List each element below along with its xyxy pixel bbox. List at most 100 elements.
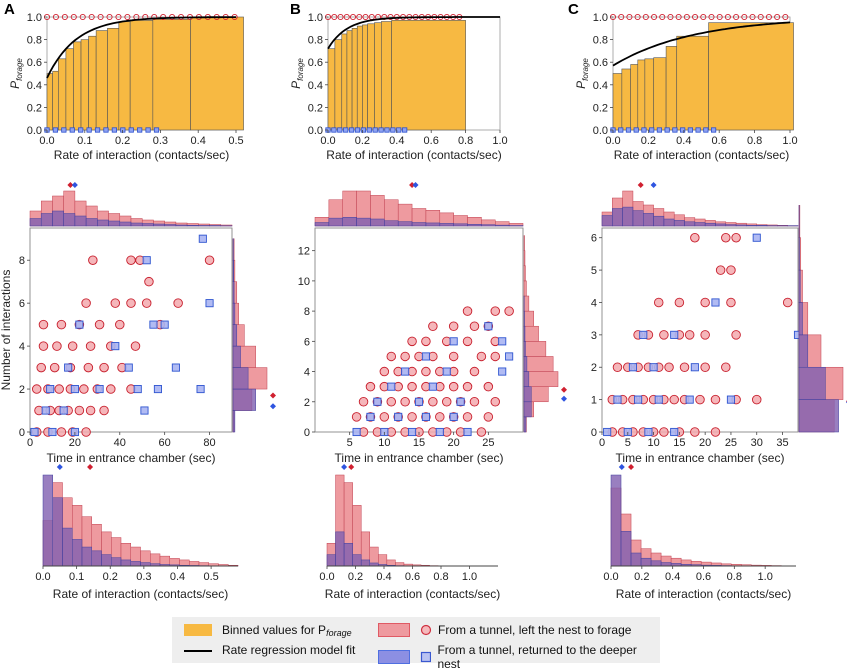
panel-a-return-point <box>71 385 78 392</box>
panel-a-bottom-return-bar <box>43 475 53 566</box>
panel-c-right-hist-return-bar <box>799 270 800 302</box>
panel-c-top-hist-return-bar <box>664 219 674 226</box>
panel-b-return-point <box>443 368 450 375</box>
panel-a-bin-bar <box>119 22 130 130</box>
panel-c-bin-bar <box>709 23 794 130</box>
panel-b-bin-bar <box>392 20 466 130</box>
panel-c-top-ylabel: Pforage <box>574 58 590 89</box>
panel-c-bottom-return-bar <box>641 558 651 566</box>
panel-a-ytick-label: 0.4 <box>27 80 42 92</box>
panel-b-top-hist-return-bar <box>468 224 482 226</box>
panel-b-right-hist-return-bar <box>524 326 525 341</box>
panel-a-bottom-return-bar <box>63 528 73 566</box>
panel-c-forage-point <box>732 331 741 340</box>
panel-b-bottom-xtick-label: 0.0 <box>319 571 334 583</box>
panel-c-forage-point <box>654 298 663 307</box>
panel-b-return-point <box>395 413 402 420</box>
panel-b-bottom-xtick-label: 0.4 <box>376 571 391 583</box>
panel-a-ytick-label: 0.6 <box>27 57 42 69</box>
panel-c-top-hist-return-bar <box>623 207 633 226</box>
panel-c-top-hist-return-bar <box>746 225 756 226</box>
panel-b-bin-bar <box>328 49 335 130</box>
panel-b-top-ylabel-sub: forage <box>296 58 305 81</box>
panel-b-forage-point <box>484 413 493 422</box>
panel-b-top-hist-return-bar <box>343 217 357 226</box>
panel-a-right-mean-return-marker <box>270 403 276 409</box>
panel-a-forage-point <box>55 385 64 394</box>
panel-b-return-obs <box>385 128 389 132</box>
panel-c-forage-point <box>727 298 736 307</box>
panel-a-forage-point <box>111 299 120 308</box>
panel-b-scatter-ytick-label: 0 <box>304 427 310 439</box>
panel-c-forage-point <box>711 428 720 437</box>
panel-b-scatter-ytick-label: 8 <box>304 306 310 318</box>
panel-c-forage-point <box>680 363 689 372</box>
panel-b-forage-point <box>463 307 472 316</box>
panel-a-scatter-xtick-label: 40 <box>114 437 126 449</box>
panel-b-forage-point <box>505 307 514 316</box>
panel-b-top-hist-return-bar <box>481 225 495 226</box>
panel-c-return-point <box>650 364 657 371</box>
panel-b-bottom-return-bar <box>361 560 370 566</box>
panel-b-bottom-return-bar <box>336 532 345 566</box>
panel-c-forage-point <box>665 363 674 372</box>
panel-c-return-obs <box>688 128 692 132</box>
panel-c-top-mean-forage-marker <box>638 182 644 188</box>
panel-a-return-obs <box>104 128 108 132</box>
panel-b-forage-point <box>470 397 479 406</box>
panel-b-bin-bar <box>368 24 375 130</box>
panel-b-return-point <box>450 338 457 345</box>
panel-b-return-point <box>499 338 506 345</box>
panel-b-ytick-label: 0.8 <box>308 35 323 47</box>
panel-b-top-hist-return-bar <box>426 223 440 226</box>
panel-a-right-hist-return-bar <box>233 411 235 432</box>
panel-a-bottom-xtick-label: 0.4 <box>170 571 185 583</box>
panel-b-return-point <box>464 428 471 435</box>
panel-b-forage-point <box>422 367 431 376</box>
panel-c-bin-bar <box>645 59 654 130</box>
panel-b-scatter-xtick-label: 15 <box>413 437 425 449</box>
legend-swatch-binned <box>184 624 212 636</box>
panel-c-bin-bar <box>654 58 666 130</box>
panel-c-forage-point <box>721 363 730 372</box>
panel-c-return-obs <box>634 128 638 132</box>
panel-c-scatter-ytick-label: 0 <box>591 427 597 439</box>
panel-b-top-hist-return-bar <box>454 224 468 226</box>
panel-c-return-obs <box>657 128 661 132</box>
panel-b-forage-point <box>463 413 472 422</box>
panel-b-forage-point <box>463 337 472 346</box>
panel-b-return-point <box>422 353 429 360</box>
panel-a-scatter-ytick-label: 8 <box>19 255 25 267</box>
panel-a-top-hist-return-bar <box>120 222 131 226</box>
panel-c-forage-point <box>675 298 684 307</box>
panel-c-scatter-xlabel: Time in entrance chamber (sec) <box>616 451 785 465</box>
panel-b-return-point <box>457 398 464 405</box>
panel-b-forage-point <box>463 382 472 391</box>
panel-a-ytick-label: 1.0 <box>27 12 42 24</box>
panel-a-bin-bar <box>107 28 118 130</box>
panel-a-forage-point <box>68 342 77 351</box>
panel-c-bin-bar <box>622 69 631 130</box>
panel-b-forage-point <box>429 397 438 406</box>
panel-a-forage-point <box>82 299 91 308</box>
panel-b-right-hist-return-bar <box>524 402 531 417</box>
panel-c-top-hist-return-bar <box>726 225 736 226</box>
legend-swatch-forage <box>378 623 410 637</box>
panel-a-forage-point <box>174 299 183 308</box>
panel-a-right-hist-return-bar <box>233 282 234 303</box>
panel-c-return-point <box>629 364 636 371</box>
panel-b-scatter-ytick-label: 4 <box>304 367 310 379</box>
panel-c-top-mean-return-marker <box>651 182 657 188</box>
panel-b-forage-point <box>408 413 417 422</box>
panel-a-scatter-xtick-label: 0 <box>27 437 33 449</box>
panel-c-top-hist-return-bar <box>674 220 684 226</box>
legend-label-binned: Binned values for P <box>222 623 326 637</box>
panel-c-forage-point <box>732 233 741 242</box>
panel-b-xtick-label: 0.8 <box>458 135 473 147</box>
panel-a-forage-point <box>84 363 93 372</box>
legend-swatch-fit <box>184 650 212 652</box>
panel-b-right-hist-return-bar <box>524 372 529 387</box>
panel-b-scatter-xtick-label: 5 <box>347 437 353 449</box>
panel-b-bin-bar <box>362 25 367 130</box>
panel-b-ytick-label: 0.6 <box>308 57 323 69</box>
